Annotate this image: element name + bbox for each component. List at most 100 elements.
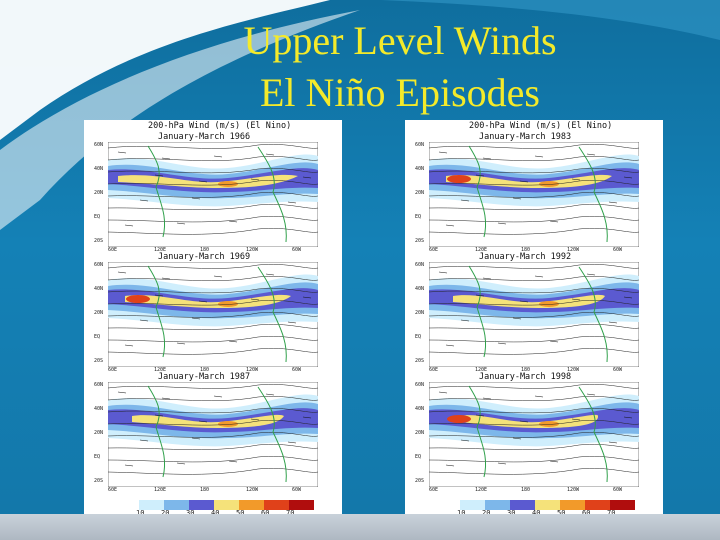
wind-map-panel: January-March 1998 60N 40N 20N EQ 20S 60E 120E 1… xyxy=(415,372,639,493)
x-tick-label: 120E xyxy=(475,247,488,253)
x-tick-label: 120W xyxy=(246,487,259,493)
wind-map xyxy=(429,262,639,367)
wind-map xyxy=(108,142,318,247)
y-tick-label: EQ xyxy=(94,214,101,220)
colorbar-tick: 70 xyxy=(286,509,295,517)
colorbar-swatch xyxy=(264,500,289,510)
colorbar-swatch xyxy=(560,500,585,510)
y-tick-label: 60N xyxy=(415,262,425,268)
x-tick-label: 60W xyxy=(613,487,623,493)
y-tick-label: 40N xyxy=(415,406,425,412)
colorbar xyxy=(114,500,314,510)
panel-label: January-March 1987 xyxy=(158,372,251,382)
colorbar-tick: 10 xyxy=(136,509,145,517)
colorbar-tick: 40 xyxy=(211,509,220,517)
x-tick-label: 60E xyxy=(108,247,118,253)
x-tick-label: 120W xyxy=(567,487,580,493)
y-tick-label: 20S xyxy=(94,238,104,244)
panel-label: January-March 1998 xyxy=(479,372,572,382)
panel-label: January-March 1983 xyxy=(479,132,572,142)
wind-map xyxy=(429,142,639,247)
x-tick-label: 120E xyxy=(154,367,167,373)
y-tick-label: 40N xyxy=(94,166,104,172)
y-tick-label: 40N xyxy=(94,406,104,412)
y-tick-label: EQ xyxy=(94,454,101,460)
y-tick-label: 20N xyxy=(94,190,104,196)
x-tick-label: 60W xyxy=(613,367,623,373)
x-tick-label: 60W xyxy=(292,487,302,493)
colorbar-tick: 30 xyxy=(507,509,516,517)
x-tick-label: 180 xyxy=(200,367,210,373)
y-tick-label: 40N xyxy=(94,286,104,292)
slide-title-line1: Upper Level Winds xyxy=(243,18,557,63)
wind-map-panel: January-March 1969 60N 40N 20N EQ 20S 60E 120E 1… xyxy=(94,252,318,373)
colorbar-tick: 10 xyxy=(457,509,466,517)
y-tick-label: EQ xyxy=(415,454,422,460)
panel-label: January-March 1966 xyxy=(158,132,251,142)
y-tick-label: 20N xyxy=(94,310,104,316)
wind-map-panel: 200-hPa Wind (m/s) (El Nino) January-Marc… xyxy=(415,121,639,253)
colorbar xyxy=(435,500,635,510)
y-tick-label: 20N xyxy=(94,430,104,436)
y-tick-label: EQ xyxy=(415,334,422,340)
colorbar-swatch xyxy=(214,500,239,510)
colorbar-tick: 40 xyxy=(532,509,541,517)
y-tick-label: 20S xyxy=(415,238,425,244)
x-tick-label: 120W xyxy=(567,247,580,253)
colorbar-swatch xyxy=(585,500,610,510)
x-tick-label: 120W xyxy=(567,367,580,373)
colorbar-tick: 30 xyxy=(186,509,195,517)
y-tick-label: 60N xyxy=(94,382,104,388)
y-tick-label: 20N xyxy=(415,190,425,196)
y-tick-label: 40N xyxy=(415,286,425,292)
wind-figure-left: 200-hPa Wind (m/s) (El Nino) January-Marc… xyxy=(84,120,342,518)
colorbar-swatch xyxy=(189,500,214,510)
x-tick-label: 180 xyxy=(521,247,531,253)
y-tick-label: 20S xyxy=(94,478,104,484)
x-tick-label: 60W xyxy=(292,247,302,253)
colorbar-tick: 60 xyxy=(261,509,270,517)
colorbar-swatch xyxy=(289,500,314,510)
y-tick-label: 20S xyxy=(94,358,104,364)
x-tick-label: 120W xyxy=(246,367,259,373)
y-tick-label: 20S xyxy=(415,358,425,364)
y-tick-label: 40N xyxy=(415,166,425,172)
x-tick-label: 180 xyxy=(521,487,531,493)
panel-label: January-March 1969 xyxy=(158,252,251,262)
x-tick-label: 120E xyxy=(475,487,488,493)
x-tick-label: 180 xyxy=(521,367,531,373)
colorbar-swatch xyxy=(485,500,510,510)
x-tick-label: 180 xyxy=(200,487,210,493)
x-tick-label: 120W xyxy=(246,247,259,253)
y-tick-label: 60N xyxy=(94,262,104,268)
y-tick-label: 20N xyxy=(415,430,425,436)
colorbar-tick: 60 xyxy=(582,509,591,517)
x-tick-label: 60W xyxy=(613,247,623,253)
colorbar-swatch xyxy=(435,500,460,510)
wind-map xyxy=(108,262,318,367)
colorbar-tick: 50 xyxy=(236,509,245,517)
y-tick-label: 60N xyxy=(415,382,425,388)
x-tick-label: 60E xyxy=(108,487,118,493)
x-tick-label: 60W xyxy=(292,367,302,373)
x-tick-label: 120E xyxy=(154,247,167,253)
colorbar-swatch xyxy=(535,500,560,510)
x-tick-label: 120E xyxy=(475,367,488,373)
y-tick-label: 60N xyxy=(94,142,104,148)
colorbar-tick: 70 xyxy=(607,509,616,517)
colorbar-swatch xyxy=(510,500,535,510)
y-tick-label: 20N xyxy=(415,310,425,316)
y-tick-label: EQ xyxy=(94,334,101,340)
footer-bar xyxy=(0,514,720,540)
colorbar-swatch xyxy=(164,500,189,510)
wind-map-panel: 200-hPa Wind (m/s) (El Nino) January-Marc… xyxy=(94,121,318,253)
y-tick-label: 20S xyxy=(415,478,425,484)
wind-map-panel: January-March 1987 60N 40N 20N EQ 20S 60E 120E 1… xyxy=(94,372,318,493)
wind-map-panel: January-March 1992 60N 40N 20N EQ 20S 60E 120E 1… xyxy=(415,252,639,373)
colorbar-tick: 20 xyxy=(482,509,491,517)
wind-figure-right: 200-hPa Wind (m/s) (El Nino) January-Marc… xyxy=(405,120,663,518)
x-tick-label: 180 xyxy=(200,247,210,253)
panel-header: 200-hPa Wind (m/s) (El Nino) xyxy=(148,121,292,131)
colorbar-tick: 50 xyxy=(557,509,566,517)
x-tick-label: 60E xyxy=(429,367,439,373)
